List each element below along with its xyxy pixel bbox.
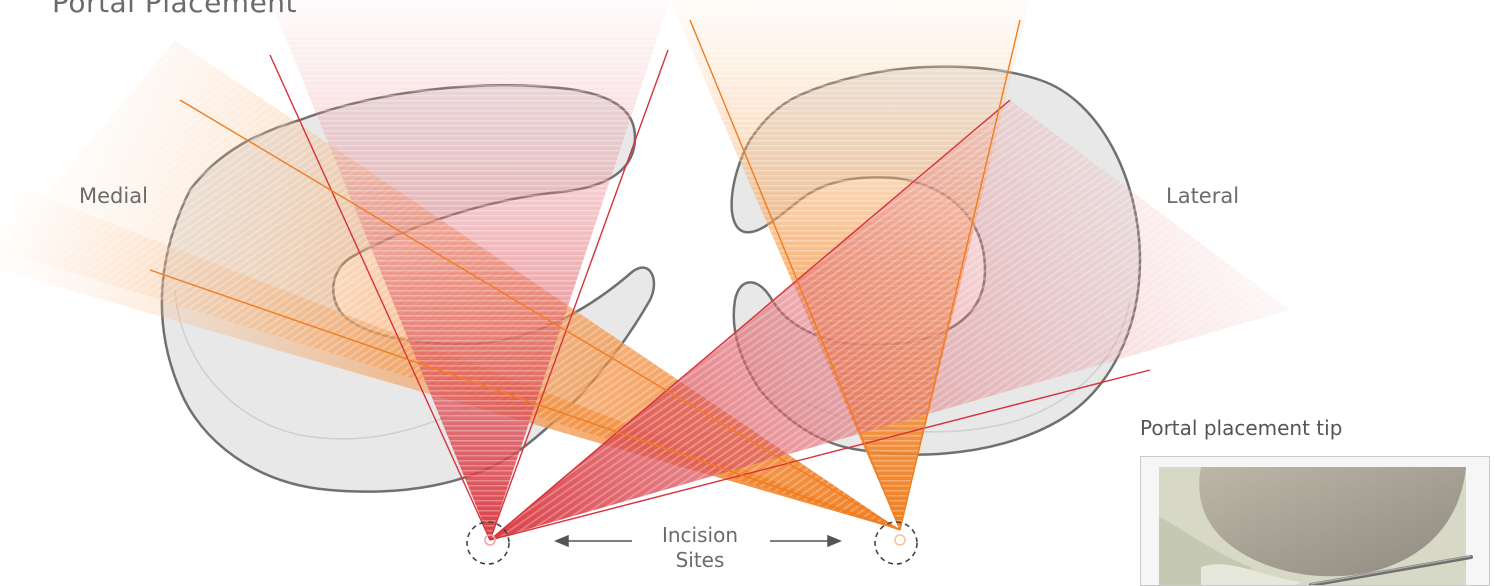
lateral-incision-circle: [874, 521, 918, 565]
cone-edge: [149, 269, 901, 531]
cone-edge: [269, 54, 491, 541]
medial-incision-point: [484, 534, 496, 546]
incision-label-line1: Incision: [661, 523, 738, 547]
medial-portal-vertical-cone-hatch: [270, 0, 670, 540]
medial-portal-right-cone-hatch: [490, 100, 1290, 540]
medial-label: Medial: [79, 184, 148, 208]
incision-sites-label: Incision Sites: [640, 523, 760, 573]
cone-edge: [489, 99, 1011, 541]
tip-image-frame[interactable]: [1140, 456, 1490, 586]
tip-illustration: [1141, 457, 1489, 585]
cone-edge: [489, 49, 669, 541]
cone-edge: [179, 99, 901, 531]
left-arrowhead: [554, 534, 569, 548]
incision-markers: [466, 521, 918, 565]
right-arrowhead: [827, 534, 842, 548]
incision-label-line2: Sites: [675, 548, 725, 572]
cone-edge: [899, 19, 1021, 531]
cone-edge: [689, 19, 901, 531]
tip-title: Portal placement tip: [1140, 416, 1343, 440]
lateral-label: Lateral: [1166, 184, 1240, 208]
cone-edge: [489, 369, 1151, 541]
lateral-incision-point: [894, 534, 906, 546]
page-title: Portal Placement: [52, 0, 298, 19]
incision-arrows: [554, 534, 842, 548]
viewing-cones: [0, 0, 1290, 541]
medial-incision-circle: [466, 521, 510, 565]
